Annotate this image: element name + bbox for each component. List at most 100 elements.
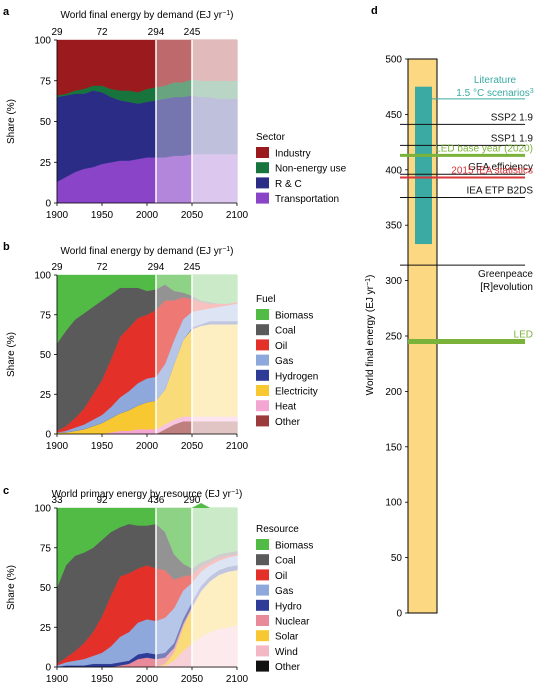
scenario-label: Greenpeace xyxy=(478,269,533,280)
y-tick-label: 400 xyxy=(385,165,402,176)
top-total-label: 294 xyxy=(148,262,165,273)
transition-period-shading xyxy=(156,40,192,203)
legend-label: Hydro xyxy=(275,601,302,612)
x-tick-label: 1900 xyxy=(46,210,69,221)
legend-swatch-non-energy-use xyxy=(256,162,269,174)
legend-swatch-oil xyxy=(256,339,269,351)
y-tick-label: 350 xyxy=(385,221,402,232)
chart-title: World final energy by demand (EJ yr−1) xyxy=(61,10,234,22)
legend-label: Gas xyxy=(275,586,293,597)
legend-label: Biomass xyxy=(275,541,313,552)
future-period-shading xyxy=(192,508,237,667)
chart-title-sup: −1 xyxy=(222,246,230,253)
legend-swatch-solar xyxy=(256,630,269,642)
legend-label: Coal xyxy=(275,556,296,567)
scenario-label-greenpeace-2: [R]evolution xyxy=(480,282,533,293)
legend-swatch-heat xyxy=(256,400,269,412)
legend-swatch-hydrogen xyxy=(256,369,269,381)
legend-swatch-hydro xyxy=(256,599,269,611)
legend-swatch-oil xyxy=(256,569,269,581)
y-tick-label: 200 xyxy=(385,387,402,398)
panel-a: a World final energy by demand (EJ yr−1) 2… xyxy=(3,6,347,221)
top-total-label: 245 xyxy=(184,27,201,38)
scenario-label: SSP2 1.9 xyxy=(491,112,534,123)
x-tick-label: 1900 xyxy=(46,674,69,685)
y-tick-label: 25 xyxy=(40,390,52,401)
x-tick-label: 2000 xyxy=(136,210,159,221)
transition-period-shading xyxy=(156,508,192,667)
top-total-label: 72 xyxy=(96,262,108,273)
y-tick-label: 0 xyxy=(45,199,51,210)
y-tick-label: 0 xyxy=(396,609,402,620)
scenario-label: LED base year (2020) xyxy=(435,143,533,154)
y-tick-label: 100 xyxy=(34,271,51,282)
legend-label: Other xyxy=(275,417,301,428)
legend-label: Oil xyxy=(275,341,287,352)
chart-title-tail: ) xyxy=(230,10,233,21)
y-tick-label: 50 xyxy=(40,117,52,128)
legend-label: Oil xyxy=(275,571,287,582)
y-tick-label: 0 xyxy=(45,663,51,674)
y-axis-label-sup: −1 xyxy=(365,278,372,286)
legend-swatch-other xyxy=(256,415,269,427)
x-tick-label: 2100 xyxy=(226,441,249,452)
x-tick-label: 2050 xyxy=(181,441,204,452)
y-tick-label: 250 xyxy=(385,332,402,343)
y-tick-label: 75 xyxy=(40,310,52,321)
legend-label: Wind xyxy=(275,647,298,658)
y-tick-label: 25 xyxy=(40,623,52,634)
scenario-label: SSP1 1.9 xyxy=(491,133,534,144)
legend-label: Solar xyxy=(275,632,299,643)
chart-title-tail: ) xyxy=(230,246,233,257)
chart-title-sup: −1 xyxy=(222,10,230,17)
top-total-label: 72 xyxy=(96,27,108,38)
top-total-label: 245 xyxy=(184,262,201,273)
top-total-label: 29 xyxy=(51,27,63,38)
chart-title-text: World final energy by demand (EJ yr xyxy=(61,10,223,21)
y-tick-label: 75 xyxy=(40,543,52,554)
x-tick-label: 2100 xyxy=(226,674,249,685)
future-period-shading xyxy=(192,40,237,203)
y-tick-label: 25 xyxy=(40,158,52,169)
x-tick-label: 1950 xyxy=(91,441,114,452)
legend-swatch-electricity xyxy=(256,385,269,396)
x-tick-label: 1950 xyxy=(91,674,114,685)
legend-label: Biomass xyxy=(275,311,313,322)
literature-label: Literature xyxy=(474,75,517,86)
x-tick-label: 1950 xyxy=(91,210,114,221)
y-axis-label: Share (%) xyxy=(6,332,17,377)
chart-title-sup: −1 xyxy=(231,489,239,496)
y-axis-label: Share (%) xyxy=(6,99,17,144)
x-tick-label: 2050 xyxy=(181,674,204,685)
legend-swatch-nuclear xyxy=(256,615,269,626)
legend-label: Coal xyxy=(275,326,296,337)
transition-period-shading xyxy=(156,275,192,434)
y-tick-label: 450 xyxy=(385,110,402,121)
legend-swatch-r-c xyxy=(256,177,269,189)
literature-label-2-text: 1.5 °C scenarios xyxy=(456,88,529,99)
legend-label: Industry xyxy=(275,149,311,160)
y-tick-label: 50 xyxy=(40,583,52,594)
literature-label-sup: 3 xyxy=(530,88,534,95)
panel-c: c World primary energy by resource (EJ yr… xyxy=(3,485,313,685)
literature-label-2: 1.5 °C scenarios3 xyxy=(456,88,533,100)
legend-swatch-transportation xyxy=(256,192,269,204)
legend-swatch-biomass xyxy=(256,539,269,550)
y-tick-label: 50 xyxy=(40,350,52,361)
legend-swatch-industry xyxy=(256,147,269,158)
y-axis-label-text: World final energy (EJ yr xyxy=(365,285,376,395)
y-axis-label: Share (%) xyxy=(6,565,17,610)
y-tick-label: 150 xyxy=(385,442,402,453)
legend-label: Non-energy use xyxy=(275,164,347,175)
panel-d: d Literature 1.5 °C scenarios3 SSP2 1.9 SSP1… xyxy=(365,5,534,620)
legend-swatch-coal xyxy=(256,324,269,336)
x-tick-label: 2000 xyxy=(136,674,159,685)
legend-swatch-coal xyxy=(256,554,269,566)
scenario-label: LED xyxy=(514,330,533,341)
legend-label: Heat xyxy=(275,402,296,413)
top-total-label: 294 xyxy=(148,27,165,38)
legend-label: Nuclear xyxy=(275,617,310,628)
x-tick-label: 2100 xyxy=(226,210,249,221)
y-tick-label: 100 xyxy=(34,36,51,47)
y-tick-label: 100 xyxy=(385,498,402,509)
